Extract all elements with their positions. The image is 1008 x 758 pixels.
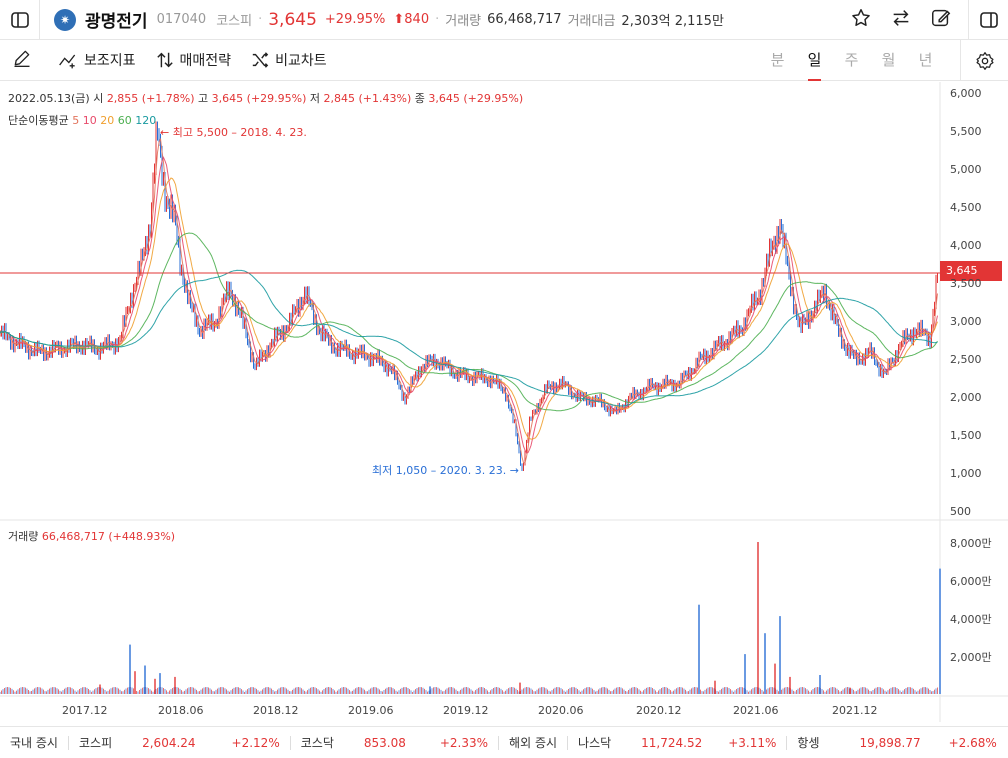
time-tick-label: 2017.12 [62, 704, 108, 717]
time-tick-label: 2020.12 [636, 704, 682, 717]
right-panel-toggle-button[interactable] [968, 0, 1008, 40]
tab-week[interactable]: 주 [844, 51, 859, 69]
price-tick-label: 1,500 [950, 429, 982, 442]
stock-chart[interactable]: 2022.05.13(금) 시 2,855 (+1.78%) 고 3,645 (… [0, 82, 1008, 722]
trade-value: 2,303억 2,115만 [621, 14, 724, 29]
ma5-line [0, 138, 938, 464]
price-tick-label: 4,500 [950, 201, 982, 214]
nasdaq-value: 11,724.52 [641, 735, 703, 750]
ma10-label: 10 [82, 114, 97, 127]
ma60-label: 60 [117, 114, 132, 127]
chart-toolbar: 보조지표 매매전략 비교차트 분 일 주 월 년 [0, 40, 1008, 81]
kospi-value: 2,604.24 [142, 735, 196, 750]
time-tick-label: 2019.06 [348, 704, 394, 717]
period-tabs: 분 일 주 월 년 [759, 40, 944, 81]
trade-value-label: 거래대금 [567, 14, 616, 29]
market-name: 코스피 [216, 14, 253, 29]
compare-button[interactable]: 비교차트 [251, 50, 327, 70]
price-tick-label: 4,000 [950, 239, 982, 252]
time-tick-label: 2020.06 [538, 704, 584, 717]
stock-header: ✷ 광명전기 017040 코스피 · 3,645 +29.95% ⬆840 ·… [0, 0, 1008, 40]
kospi-label[interactable]: 코스피 [78, 736, 113, 750]
indicators-button[interactable]: 보조지표 [58, 50, 136, 70]
price-tick-label: 2,000 [950, 391, 982, 404]
ma120-line [0, 269, 938, 407]
kospi-pct: +2.12% [231, 735, 280, 750]
time-tick-label: 2021.12 [832, 704, 878, 717]
change-amount: ⬆840 [393, 12, 430, 27]
star-icon [852, 9, 870, 26]
edit-button[interactable] [930, 7, 952, 33]
price-chart-svg[interactable] [0, 82, 1008, 722]
hangseng-value: 19,898.77 [859, 735, 921, 750]
volume-tick-label: 2,000만 [950, 651, 992, 664]
edit-icon [932, 9, 951, 27]
price-tick-label: 2,500 [950, 353, 982, 366]
time-tick-label: 2018.06 [158, 704, 204, 717]
company-logo: ✷ [54, 8, 76, 31]
panel-right-icon [979, 12, 998, 28]
ohlc-readout: 2022.05.13(금) 시 2,855 (+1.78%) 고 3,645 (… [8, 92, 524, 105]
price-tick-label: 500 [950, 505, 971, 518]
ma20-label: 20 [100, 114, 115, 127]
tab-day[interactable]: 일 [796, 40, 833, 81]
ma10-line [0, 156, 938, 454]
header-actions [850, 0, 952, 40]
nasdaq-pct: +3.11% [728, 735, 777, 750]
domestic-label: 국내 증시 [10, 736, 58, 750]
volume-tick-label: 6,000만 [950, 575, 992, 588]
price-tick-label: 1,000 [950, 467, 982, 480]
time-tick-label: 2018.12 [253, 704, 299, 717]
ma120-label: 120 [135, 114, 157, 127]
nasdaq-label[interactable]: 나스닥 [578, 736, 612, 750]
current-price-tag: 3,645 [940, 261, 1002, 281]
panel-left-icon [10, 11, 29, 28]
strategy-button[interactable]: 매매전략 [156, 50, 231, 70]
kosdaq-label[interactable]: 코스닥 [300, 736, 334, 750]
tab-year[interactable]: 년 [918, 51, 933, 69]
volume-value: 66,468,717 [487, 12, 562, 27]
indicator-icon [59, 54, 76, 69]
time-tick-label: 2019.12 [443, 704, 489, 717]
hangseng-pct: +2.68% [948, 735, 997, 750]
price-tick-label: 3,500 [950, 277, 982, 290]
overseas-label: 해외 증시 [509, 736, 558, 750]
market-ticker: 국내 증시 코스피 2,604.24 +2.12% 코스닥 853.08 +2.… [0, 726, 1008, 758]
arrow-up-icon: ⬆ [393, 12, 405, 27]
pencil-icon [14, 50, 30, 67]
current-price: 3,645 [268, 9, 317, 30]
volume-tick-label: 4,000만 [950, 613, 992, 626]
volume-label: 거래량 [445, 14, 482, 29]
price-tick-label: 6,000 [950, 87, 982, 100]
stock-code: 017040 [156, 12, 207, 27]
volume-tick-label: 8,000만 [950, 537, 992, 550]
kosdaq-value: 853.08 [363, 735, 406, 750]
tab-minute[interactable]: 분 [770, 51, 785, 69]
draw-button[interactable] [12, 48, 32, 72]
sort-arrows-icon [156, 52, 173, 68]
volume-readout: 거래량 66,468,717 (+448.93%) [8, 530, 176, 543]
shuffle-icon [252, 52, 269, 68]
stock-name: 광명전기 [85, 12, 148, 32]
gear-icon [975, 51, 994, 70]
hangseng-label[interactable]: 항셍 [797, 736, 820, 750]
ma20-line [0, 177, 938, 440]
favorite-button[interactable] [850, 7, 872, 33]
price-tick-label: 3,000 [950, 315, 982, 328]
high-annotation: ← 최고 5,500 – 2018. 4. 23. [160, 126, 307, 139]
kosdaq-pct: +2.33% [439, 735, 489, 750]
swap-button[interactable] [890, 7, 912, 33]
swap-icon [893, 10, 909, 26]
time-tick-label: 2021.06 [733, 704, 779, 717]
moving-average-legend: 단순이동평균 5 10 20 60 120 [8, 114, 157, 127]
ma5-label: 5 [72, 114, 80, 127]
chart-settings-button[interactable] [960, 40, 1008, 81]
price-tick-label: 5,000 [950, 163, 982, 176]
low-annotation: 최저 1,050 – 2020. 3. 23. → [372, 464, 519, 477]
sidebar-toggle-button[interactable] [0, 0, 40, 40]
price-tick-label: 5,500 [950, 125, 982, 138]
change-percent: +29.95% [324, 12, 386, 27]
tab-month[interactable]: 월 [881, 51, 896, 69]
